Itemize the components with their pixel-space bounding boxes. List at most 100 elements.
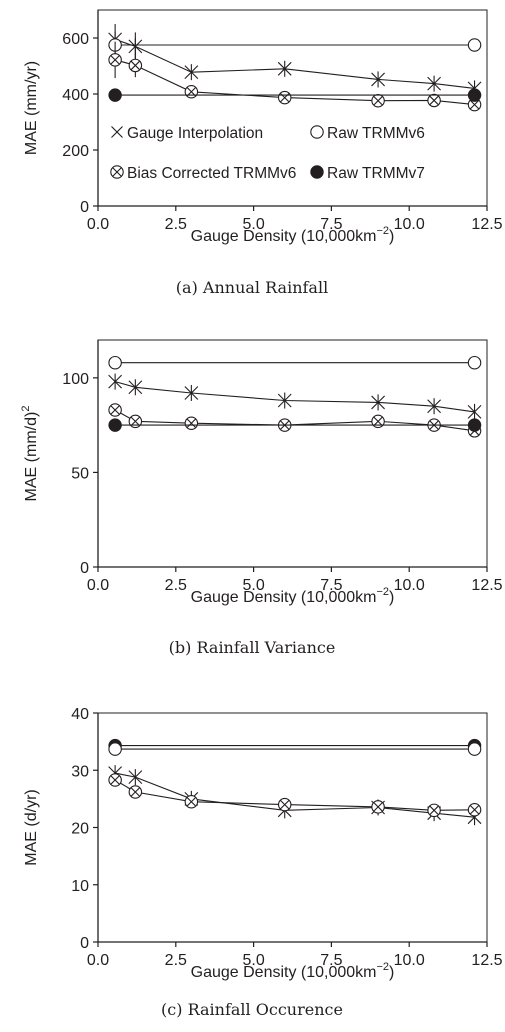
panel-a-y-tick-label: 400 — [62, 87, 89, 104]
panel-a-y-axis-label: MAE (mm/yr) — [23, 61, 40, 155]
panel-c-y-axis-label: MAE (d/yr) — [23, 789, 40, 865]
panel-b-y-tick-label: 100 — [62, 371, 89, 388]
panel-a-series-gauge-interpolation — [108, 24, 482, 97]
panel-a-legend-label-gauge-interpolation: Gauge Interpolation — [127, 125, 263, 142]
panel-b-x-tick-label: 2.5 — [165, 577, 187, 594]
panel-b-marker-bias-corrected-trmmv6-b — [130, 416, 141, 427]
panel-b-x-axis-label: Gauge Density (10,000km−2) — [191, 586, 395, 606]
panel-b-y-tick-label: 0 — [80, 560, 89, 577]
panel-a-series-raw-trmmv6 — [108, 38, 482, 52]
panel-a-legend: Gauge Interpolation Raw TRMMv6 Bias Correc… — [110, 125, 425, 182]
panel-b-series-bias-corrected-trmmv6 — [108, 403, 482, 438]
panel-c-x-tick-label: 12.5 — [471, 952, 502, 969]
panel-b-x-axis-label-close: ) — [389, 589, 394, 606]
panel-b-line-gauge-interpolation — [114, 381, 475, 413]
panel-a-marker-bias-corrected-trmmv6-b — [373, 95, 383, 106]
panel-a-marker-bias-corrected-trmmv6-b — [130, 60, 141, 71]
panel-b-line-bias-corrected-trmmv6 — [114, 409, 475, 432]
panel-b: 0.0 2.5 5.0 7.5 10.0 12.5 0 50 100 Gauge Density … — [20, 339, 503, 657]
panel-c-marker-bias-corrected-trmmv6-b — [186, 796, 197, 807]
panel-b-marker-raw-trmmv6 — [467, 355, 482, 370]
panel-b-series-raw-trmmv6 — [108, 355, 482, 370]
panel-a-series-bias-corrected-trmmv6 — [108, 41, 482, 112]
panel-b-marker-raw-trmmv7 — [108, 418, 122, 432]
panel-a-x-tick-label: 0.0 — [87, 216, 109, 233]
panel-b-plot-frame — [97, 339, 488, 568]
panel-a-x-tick-label: 12.5 — [471, 216, 502, 233]
panel-b-marker-bias-corrected-trmmv6-b — [110, 405, 120, 415]
panel-c: 0.0 2.5 5.0 7.5 10.0 12.5 0 10 20 30 40 Gauge Densi… — [23, 706, 503, 1019]
panel-c-x-tick-label: 0.0 — [87, 952, 109, 969]
panel-c-series-gauge-interpolation — [108, 765, 482, 826]
panel-a-caption: (a) Annual Rainfall — [176, 278, 328, 297]
panel-a-x-axis-label: Gauge Density (10,000km−2) — [191, 225, 395, 245]
panel-a-legend-marker-raw-trmmv6 — [310, 125, 324, 139]
panel-c-x-axis-label-sup: −2 — [377, 961, 390, 973]
panel-b-x-tick-label: 5.0 — [242, 577, 264, 594]
panel-c-series-raw-trmmv7 — [108, 738, 482, 753]
panel-a-y-tick-label: 200 — [62, 143, 89, 160]
panel-a-legend-marker-raw-trmmv7 — [310, 165, 324, 179]
panel-c-x-tick-label: 7.5 — [320, 952, 342, 969]
panel-a-marker-bias-corrected-trmmv6-b — [469, 99, 480, 110]
panel-a-x-axis-label-close: ) — [389, 228, 394, 245]
panel-a-x-axis-label-sup: −2 — [377, 225, 390, 237]
panel-c-marker-bias-corrected-trmmv6-b — [110, 775, 120, 785]
panel-b-marker-raw-trmmv7 — [467, 418, 482, 432]
panel-b-x-tick-label: 10.0 — [394, 577, 425, 594]
panel-b-x-axis-label-main: Gauge Density (10,000km — [191, 589, 377, 606]
panel-a-marker-raw-trmmv7 — [108, 88, 122, 102]
panel-c-line-gauge-interpolation — [114, 772, 475, 818]
panel-c-series-bias-corrected-trmmv6 — [108, 773, 482, 818]
panel-a-y-axis-label-main: MAE (mm/yr) — [23, 61, 40, 155]
panel-c-x-tick-label: 2.5 — [165, 952, 187, 969]
panel-a-x-tick-label: 5.0 — [242, 216, 264, 233]
panel-b-y-axis-label-main: MAE (mm/d) — [23, 412, 40, 502]
panel-c-marker-bias-corrected-trmmv6-b — [469, 804, 480, 815]
panel-b-marker-bias-corrected-trmmv6-b — [186, 418, 197, 429]
panel-b-x-axis-label-sup: −2 — [377, 586, 390, 598]
panel-a-marker-raw-trmmv6 — [467, 38, 482, 52]
panel-b-x-tick-label: 7.5 — [320, 577, 342, 594]
panel-a-x-axis-label-main: Gauge Density (10,000km — [191, 228, 377, 245]
panel-a: 0.0 2.5 5.0 7.5 10.0 12.5 0 200 400 600 Gauge Dens… — [23, 9, 503, 297]
panel-c-marker-bias-corrected-trmmv6-b — [429, 805, 439, 816]
panel-c-x-axis-label-close: ) — [389, 964, 394, 981]
panel-c-y-tick-label: 20 — [71, 821, 89, 838]
panel-a-legend-label-bias-corrected-trmmv6: Bias Corrected TRMMv6 — [127, 165, 296, 182]
panel-b-series-gauge-interpolation — [108, 373, 482, 420]
panel-a-legend-marker-gauge-interpolation-b — [111, 126, 123, 138]
panel-c-series-raw-trmmv6 — [108, 742, 482, 756]
panel-c-line-bias-corrected-trmmv6 — [114, 779, 475, 811]
panel-a-y-tick-label: 600 — [62, 31, 89, 48]
panel-c-marker-bias-corrected-trmmv6-b — [373, 802, 383, 812]
panel-a-series-raw-trmmv7 — [108, 88, 482, 102]
panel-c-marker-bias-corrected-trmmv6-b — [279, 799, 290, 810]
panel-a-legend-label-raw-trmmv6: Raw TRMMv6 — [327, 125, 425, 142]
panel-a-marker-bias-corrected-trmmv6-b — [429, 95, 439, 106]
panel-a-x-tick-label: 10.0 — [394, 216, 425, 233]
panel-a-x-tick-label: 7.5 — [320, 216, 342, 233]
panel-a-marker-raw-trmmv7 — [467, 88, 482, 102]
panel-c-x-tick-label: 10.0 — [394, 952, 425, 969]
panel-c-x-axis-label: Gauge Density (10,000km−2) — [191, 961, 395, 981]
panel-a-x-tick-label: 2.5 — [165, 216, 187, 233]
panel-b-y-axis-label-sup: 2 — [20, 406, 32, 412]
panel-c-y-tick-label: 10 — [71, 878, 89, 895]
panel-a-legend-marker-bias-corrected-trmmv6-b — [112, 167, 122, 177]
panel-a-legend-label-raw-trmmv7: Raw TRMMv7 — [327, 165, 425, 182]
panel-b-series-raw-trmmv7 — [108, 418, 482, 432]
panel-c-x-axis-label-main: Gauge Density (10,000km — [191, 964, 377, 981]
panel-c-x-tick-label: 5.0 — [242, 952, 264, 969]
panel-c-marker-bias-corrected-trmmv6-b — [130, 787, 141, 797]
panel-c-plot-frame — [97, 712, 488, 943]
panel-a-marker-bias-corrected-trmmv6-b — [110, 55, 120, 65]
panel-c-marker-raw-trmmv6 — [467, 742, 482, 756]
panel-c-y-axis-label-main: MAE (d/yr) — [23, 789, 40, 865]
panel-c-caption: (c) Rainfall Occurence — [161, 1000, 343, 1019]
panel-b-caption: (b) Rainfall Variance — [169, 638, 336, 657]
panel-a-y-tick-label: 0 — [80, 199, 89, 216]
panel-b-y-tick-label: 50 — [71, 465, 89, 482]
panel-c-marker-raw-trmmv6 — [108, 742, 122, 756]
